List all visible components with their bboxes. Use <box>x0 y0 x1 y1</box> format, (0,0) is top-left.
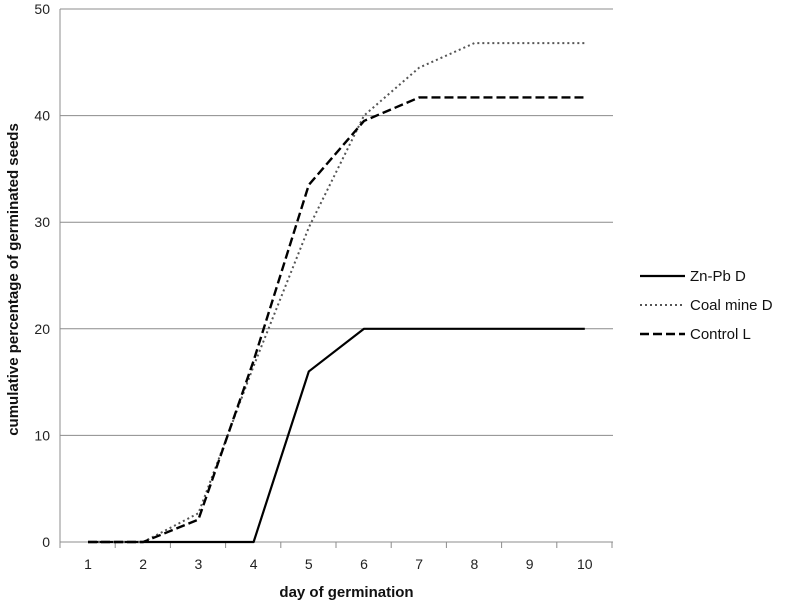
legend-label: Control L <box>690 326 751 343</box>
y-tick-label: 0 <box>42 534 50 550</box>
y-tick-label: 10 <box>34 427 50 443</box>
gridlines <box>60 8 613 436</box>
legend-label: Coal mine D <box>690 297 773 314</box>
y-tick-label: 40 <box>34 108 50 124</box>
tick-labels: 0 10 20 30 40 50 1 2 3 4 5 6 7 8 9 10 <box>34 1 592 572</box>
x-tick-label: 1 <box>84 556 92 572</box>
series-line-control-l <box>88 96 585 544</box>
y-tick-label: 20 <box>34 321 50 337</box>
series-line-zn-pb-d <box>88 327 585 544</box>
y-tick-label: 30 <box>34 214 50 230</box>
y-tick-label: 50 <box>34 1 50 17</box>
x-tick-label: 6 <box>360 556 368 572</box>
x-tick-label: 7 <box>415 556 423 572</box>
legend: Zn-Pb D Coal mine D Control L <box>640 268 773 343</box>
x-tick-label: 3 <box>195 556 203 572</box>
x-tick-label: 10 <box>577 556 593 572</box>
x-tick-label: 2 <box>139 556 147 572</box>
legend-label: Zn-Pb D <box>690 268 746 285</box>
x-tick-label: 9 <box>526 556 534 572</box>
axes <box>59 9 613 548</box>
series-line-coal-mine-d <box>88 42 585 543</box>
x-tick-label: 8 <box>471 556 479 572</box>
x-tick-label: 5 <box>305 556 313 572</box>
series-lines <box>88 42 585 544</box>
x-tick-label: 4 <box>250 556 258 572</box>
y-axis-title: cumulative percentage of germinated seed… <box>5 123 22 436</box>
x-axis-title: day of germination <box>279 584 413 601</box>
